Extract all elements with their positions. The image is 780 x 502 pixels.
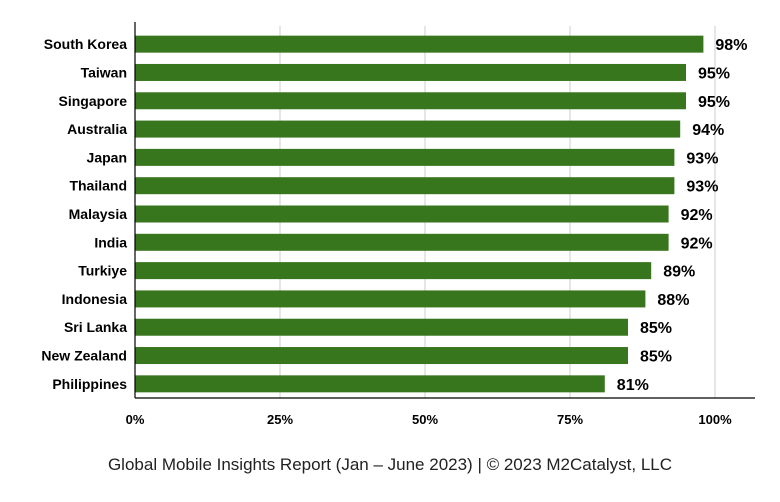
bar-thailand (135, 177, 675, 195)
value-label: 95% (698, 65, 730, 82)
value-label: 93% (686, 150, 718, 167)
bar-philippines (135, 375, 605, 393)
value-label: 95% (698, 94, 730, 111)
value-labels: 98% 95% 95% 94% 93% 93% 92% 92% 89% 88% 85% 85% 81% (617, 37, 748, 394)
category-label: Turkiye (78, 263, 127, 279)
bar-malaysia (135, 205, 669, 223)
value-label: 92% (681, 207, 713, 224)
value-label: 88% (657, 292, 689, 309)
bar-indonesia (135, 290, 646, 308)
category-label: India (94, 234, 127, 250)
x-tick-label: 75% (557, 412, 583, 427)
category-label: South Korea (44, 36, 127, 52)
category-label: Singapore (59, 93, 128, 109)
value-label: 81% (617, 377, 649, 394)
value-label: 85% (640, 320, 672, 337)
value-label: 98% (715, 37, 747, 54)
bar-australia (135, 120, 681, 138)
category-labels: South Korea Taiwan Singapore Australia Japan… (41, 36, 127, 392)
x-tick-label: 25% (267, 412, 293, 427)
bars (135, 35, 704, 393)
bar-taiwan (135, 63, 686, 81)
value-label: 93% (686, 179, 718, 196)
bar-chart: South Korea Taiwan Singapore Australia Japan… (41, 22, 755, 427)
x-tick-label: 50% (412, 412, 438, 427)
bar-sri-lanka (135, 318, 628, 336)
category-label: Sri Lanka (64, 319, 127, 335)
bar-india (135, 233, 669, 251)
category-label: Philippines (52, 376, 127, 392)
value-label: 94% (692, 122, 724, 139)
tick-labels: 0% 25% 50% 75% 100% (126, 412, 732, 427)
bar-south-korea (135, 35, 704, 53)
category-label: New Zealand (41, 348, 127, 364)
category-label: Australia (67, 121, 127, 137)
value-label: 89% (663, 264, 695, 281)
axes (134, 22, 755, 399)
bar-singapore (135, 92, 686, 110)
value-label: 85% (640, 349, 672, 366)
value-label: 92% (681, 235, 713, 252)
x-tick-label: 100% (698, 412, 732, 427)
bar-turkiye (135, 262, 652, 280)
category-label: Taiwan (81, 64, 127, 80)
footer-credit: Global Mobile Insights Report (Jan – Jun… (107, 455, 673, 474)
category-label: Indonesia (62, 291, 128, 307)
x-tick-label: 0% (126, 412, 145, 427)
category-label: Thailand (69, 178, 127, 194)
category-label: Malaysia (69, 206, 128, 222)
category-label: Japan (87, 149, 127, 165)
bar-new-zealand (135, 347, 628, 365)
bar-japan (135, 148, 675, 166)
